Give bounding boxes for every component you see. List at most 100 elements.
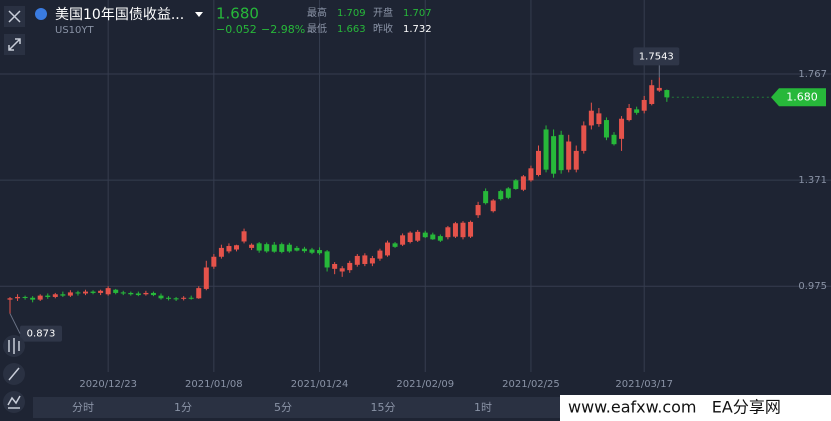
candle-body xyxy=(203,267,209,289)
candle-body xyxy=(135,293,141,296)
stat-label: 开盘 xyxy=(373,6,393,19)
candle-body xyxy=(7,298,13,300)
timeframe-button[interactable]: 15分 xyxy=(371,401,396,414)
candle-body xyxy=(226,246,232,252)
candle-body xyxy=(83,291,88,294)
candle-body xyxy=(317,250,323,254)
candle-body xyxy=(196,288,202,299)
candle-body xyxy=(332,263,338,269)
candle-body xyxy=(98,290,104,293)
candle-body xyxy=(611,134,617,145)
candle-body xyxy=(641,99,647,111)
candle-body xyxy=(566,141,572,170)
chart-type-button[interactable] xyxy=(3,391,25,413)
candle-body xyxy=(294,247,300,251)
candle-body xyxy=(415,231,421,241)
stat-value: 1.709 xyxy=(337,8,366,19)
candle-body xyxy=(188,297,194,299)
candle-body xyxy=(37,295,43,300)
x-tick-label: 2021/03/17 xyxy=(615,379,673,390)
x-tick-label: 2021/01/08 xyxy=(185,379,243,390)
last-price-label: 1.680 xyxy=(786,90,818,103)
candle-body xyxy=(362,255,368,264)
candle-body xyxy=(354,255,360,265)
timeframe-bar xyxy=(33,397,563,418)
candle-body xyxy=(596,113,602,125)
candle-body xyxy=(339,268,345,272)
y-tick-label: 1.371 xyxy=(798,175,827,186)
candle-body xyxy=(52,294,58,297)
candle-body xyxy=(437,236,443,241)
candle-body xyxy=(603,120,609,138)
stat-value: 1.707 xyxy=(403,8,432,19)
candle-body xyxy=(271,244,277,252)
stat-label: 最高 xyxy=(307,6,327,19)
timeframe-button[interactable]: 1时 xyxy=(474,401,492,414)
candle-body xyxy=(400,235,406,245)
high-marker-label: 1.7543 xyxy=(639,51,674,62)
candle-body xyxy=(249,244,255,248)
candle-body xyxy=(150,292,156,296)
candle-body xyxy=(445,227,451,238)
stat-label: 昨收 xyxy=(373,22,393,35)
y-tick-label: 1.767 xyxy=(798,69,827,80)
y-tick-label: 0.975 xyxy=(798,281,827,292)
candle-body xyxy=(664,90,670,98)
candle-body xyxy=(460,222,466,238)
candle-body xyxy=(483,191,489,204)
x-tick-label: 2021/02/25 xyxy=(502,379,560,390)
x-tick-label: 2021/01/24 xyxy=(291,379,349,390)
low-marker-line xyxy=(9,313,21,334)
candle-body xyxy=(475,205,481,216)
chart-type-icon xyxy=(7,395,21,409)
candle-body xyxy=(218,247,224,257)
last-price-tag xyxy=(771,88,826,107)
close-icon xyxy=(8,10,21,23)
candle-body xyxy=(588,110,594,126)
candle-body xyxy=(385,242,390,256)
candle-body xyxy=(60,294,66,296)
candle-body xyxy=(158,295,164,299)
candle-body xyxy=(634,109,640,113)
candle-body xyxy=(234,245,239,250)
candle-body xyxy=(211,256,217,267)
timeframe-button[interactable]: 分时 xyxy=(72,401,94,414)
candle-body xyxy=(551,136,557,174)
candle-body xyxy=(520,176,526,190)
dropdown-arrow[interactable] xyxy=(195,12,203,17)
candle-body xyxy=(513,180,519,189)
candle-body xyxy=(656,87,662,91)
candle-body xyxy=(90,291,96,293)
candle-body xyxy=(626,108,632,121)
stat-value: 1.732 xyxy=(403,24,432,35)
candle-body xyxy=(558,134,564,171)
candle-body xyxy=(619,118,625,139)
candle-body xyxy=(67,292,73,296)
candle-body xyxy=(120,292,126,294)
candle-body xyxy=(324,251,330,268)
indicator-icon xyxy=(8,338,20,354)
candle-body xyxy=(75,292,81,294)
symbol-code: US10YT xyxy=(55,25,95,36)
candle-body xyxy=(452,223,458,237)
candle-body xyxy=(468,221,474,237)
candle-body xyxy=(45,295,51,297)
candle-body xyxy=(347,262,353,271)
timeframe-button[interactable]: 1分 xyxy=(174,401,192,414)
candle-body xyxy=(573,150,579,170)
candle-body xyxy=(286,244,292,252)
candle-body xyxy=(581,125,587,151)
candle-body xyxy=(649,85,655,104)
candle-body xyxy=(377,250,383,259)
candle-body xyxy=(407,232,413,243)
timeframe-button[interactable]: 5分 xyxy=(274,401,292,414)
symbol-name[interactable]: 美国10年国债收益... xyxy=(55,7,184,23)
candle-body xyxy=(128,292,134,295)
candle-body xyxy=(105,288,111,295)
candle-body xyxy=(15,296,21,299)
candle-body xyxy=(143,292,149,295)
candle-body xyxy=(392,243,398,247)
draw-icon xyxy=(8,367,20,381)
